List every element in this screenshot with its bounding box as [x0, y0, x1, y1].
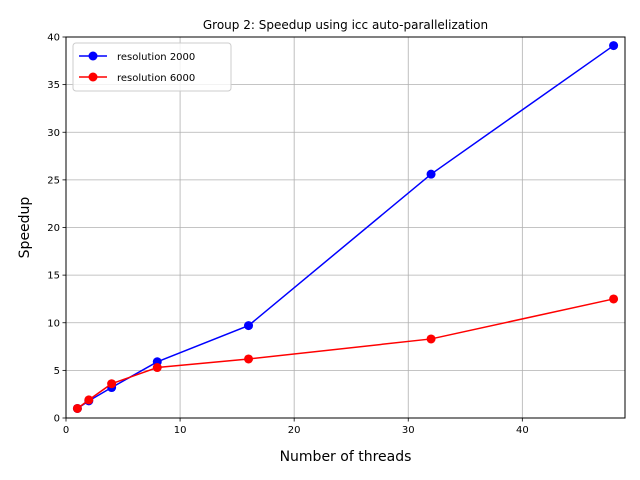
y-tick-label: 20	[47, 223, 60, 234]
data-point-resolution-6000	[107, 379, 117, 389]
legend: resolution 2000 resolution 6000	[72, 42, 232, 92]
legend-label-resolution-6000: resolution 6000	[117, 73, 195, 84]
x-tick-label: 20	[288, 425, 301, 436]
legend-marker-resolution-2000	[88, 51, 98, 61]
data-point-resolution-6000	[244, 354, 254, 364]
x-tick-label: 10	[174, 425, 187, 436]
series-layer	[72, 41, 619, 413]
data-point-resolution-2000	[426, 169, 436, 179]
data-point-resolution-2000	[609, 41, 619, 51]
chart-title: Group 2: Speedup using icc auto-parallel…	[203, 18, 488, 32]
y-tick-label: 15	[47, 271, 60, 282]
data-point-resolution-6000	[152, 363, 162, 373]
y-tick-label: 25	[47, 175, 60, 186]
data-point-resolution-6000	[72, 403, 82, 413]
x-tick-label: 30	[402, 425, 415, 436]
x-tick-label: 40	[516, 425, 529, 436]
data-point-resolution-2000	[244, 321, 254, 331]
x-axis-title: Number of threads	[280, 449, 412, 465]
legend-marker-resolution-6000	[88, 72, 98, 82]
y-tick-label: 40	[47, 33, 60, 44]
data-point-resolution-6000	[84, 395, 94, 405]
y-tick-label: 0	[54, 414, 60, 425]
y-tick-label: 10	[47, 318, 60, 329]
data-point-resolution-6000	[426, 334, 436, 344]
legend-label-resolution-2000: resolution 2000	[117, 52, 195, 63]
axis-ticks: 0 10 20 30 40 0 5 10 15 20 25 30 35 40	[47, 33, 528, 437]
y-tick-label: 35	[47, 80, 60, 91]
y-axis-title: Speedup	[17, 197, 33, 259]
data-point-resolution-6000	[609, 294, 619, 304]
y-tick-label: 30	[47, 128, 60, 139]
x-tick-label: 0	[63, 425, 69, 436]
legend-box	[72, 42, 232, 92]
y-tick-label: 5	[54, 366, 60, 377]
